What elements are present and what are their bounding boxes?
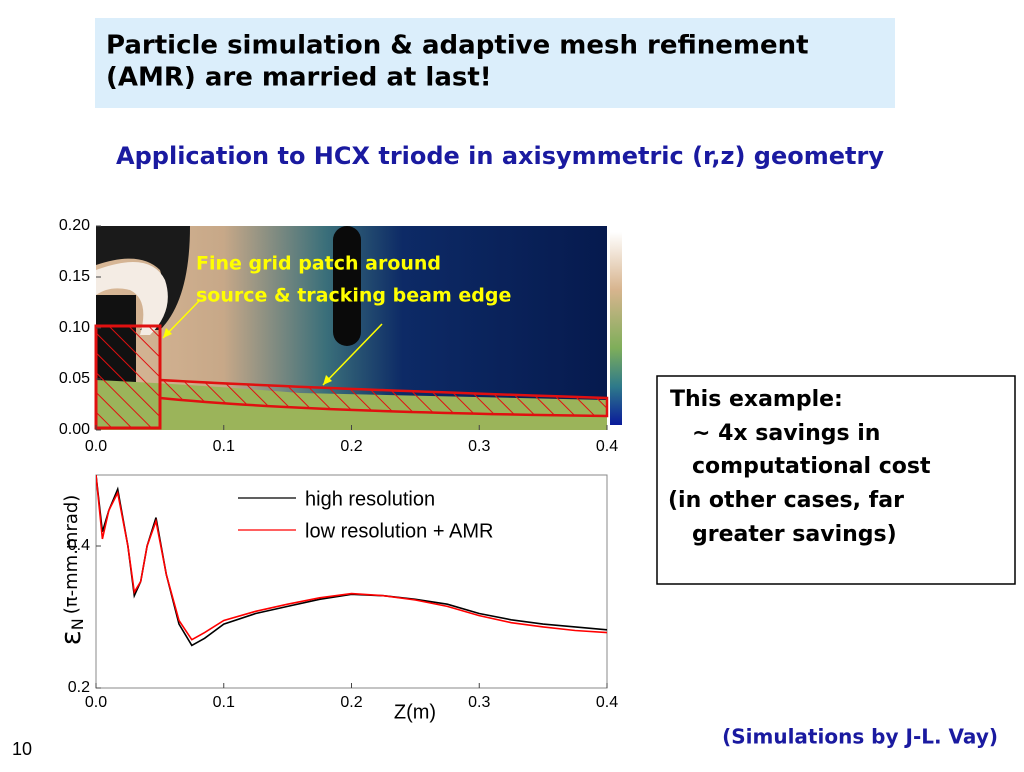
credit: (Simulations by J-L. Vay) [722, 725, 998, 749]
annotation: source & tracking beam edge [196, 285, 511, 307]
legend-label: high resolution [305, 488, 435, 510]
note-line: greater savings) [692, 522, 897, 547]
data-line [96, 475, 607, 641]
legend-label: low resolution + AMR [305, 520, 493, 542]
note-line: ~ 4x savings in [692, 421, 880, 446]
field-image [94, 226, 622, 430]
y-label-subscript: N [68, 618, 87, 630]
note-line: (in other cases, far [668, 488, 904, 513]
title-line: (AMR) are married at last! [106, 63, 492, 93]
y-tick-label: 0.4 [68, 537, 90, 554]
note-line: computational cost [692, 454, 931, 479]
x-tick-label: 0.2 [340, 694, 362, 711]
x-tick-label: 0.0 [85, 694, 107, 711]
y-tick-label: 0.20 [59, 217, 90, 234]
subtitle: Application to HCX triode in axisymmetri… [116, 142, 884, 170]
x-tick-label: 0.4 [596, 694, 618, 711]
annotation: Fine grid patch around [196, 253, 441, 275]
x-axis-label: Z(m) [394, 701, 436, 723]
title-box [95, 18, 895, 108]
x-tick-label: 0.1 [213, 438, 235, 455]
y-tick-label: 0.2 [68, 679, 90, 696]
x-tick-label: 0.0 [85, 438, 107, 455]
y-tick-label: 0.10 [59, 319, 90, 336]
x-tick-label: 0.4 [596, 438, 618, 455]
plot-lines [96, 475, 607, 647]
y-tick-label: 0.00 [59, 421, 90, 438]
x-tick-label: 0.1 [213, 694, 235, 711]
y-axis-label: εN (π-mm.mrad) [54, 495, 87, 646]
note-line: This example: [670, 387, 843, 412]
x-tick-label: 0.3 [468, 694, 490, 711]
y-label-symbol: ε [54, 630, 87, 645]
title-line: Particle simulation & adaptive mesh refi… [106, 31, 809, 61]
x-tick-label: 0.2 [340, 438, 362, 455]
page-number: 10 [12, 739, 32, 759]
y-tick-label: 0.15 [59, 268, 90, 285]
note-box [656, 375, 1016, 585]
y-label-unit: (π-mm.mrad) [61, 495, 82, 615]
y-tick-label: 0.05 [59, 370, 90, 387]
x-tick-label: 0.3 [468, 438, 490, 455]
